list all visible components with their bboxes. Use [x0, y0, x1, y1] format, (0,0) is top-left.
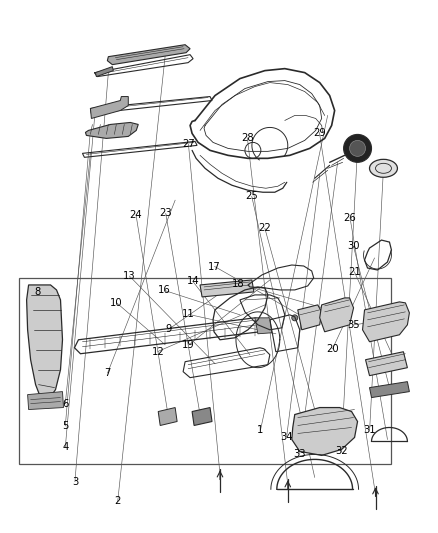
Polygon shape — [158, 408, 177, 425]
Text: 20: 20 — [326, 344, 339, 354]
Text: 14: 14 — [187, 277, 199, 286]
Text: 30: 30 — [347, 241, 360, 252]
Text: 26: 26 — [343, 213, 357, 223]
Text: 31: 31 — [363, 425, 376, 435]
Polygon shape — [95, 67, 113, 77]
Text: 9: 9 — [166, 324, 172, 334]
Text: 6: 6 — [62, 399, 68, 409]
Text: 32: 32 — [335, 447, 348, 456]
Polygon shape — [298, 305, 321, 330]
Text: 11: 11 — [182, 309, 195, 319]
Polygon shape — [85, 123, 138, 139]
Text: 29: 29 — [313, 127, 326, 138]
Text: 5: 5 — [62, 421, 68, 431]
Text: 19: 19 — [182, 340, 195, 350]
Text: 21: 21 — [348, 267, 361, 277]
Polygon shape — [366, 352, 407, 376]
Text: 22: 22 — [258, 223, 271, 233]
Text: 27: 27 — [182, 139, 195, 149]
Text: 12: 12 — [152, 346, 164, 357]
Text: 10: 10 — [110, 297, 123, 308]
Polygon shape — [320, 298, 353, 332]
Text: 33: 33 — [293, 449, 306, 458]
Polygon shape — [292, 408, 357, 455]
Ellipse shape — [370, 159, 397, 177]
Polygon shape — [90, 96, 128, 118]
Circle shape — [343, 134, 371, 163]
Text: 16: 16 — [158, 285, 171, 295]
Polygon shape — [192, 408, 212, 425]
Text: 2: 2 — [114, 496, 121, 506]
Text: 13: 13 — [123, 271, 136, 281]
Circle shape — [350, 140, 366, 156]
Polygon shape — [363, 302, 410, 342]
Text: 28: 28 — [241, 133, 254, 143]
Text: 8: 8 — [35, 287, 41, 297]
Circle shape — [292, 315, 298, 321]
Polygon shape — [370, 382, 410, 398]
Text: 25: 25 — [245, 191, 258, 201]
Text: 1: 1 — [257, 425, 264, 435]
Text: 4: 4 — [62, 442, 68, 452]
Polygon shape — [107, 45, 190, 64]
Polygon shape — [27, 285, 63, 400]
Text: 23: 23 — [159, 208, 172, 219]
Text: 35: 35 — [347, 320, 360, 330]
Text: 34: 34 — [280, 432, 293, 441]
Text: 17: 17 — [208, 262, 221, 271]
Polygon shape — [28, 392, 64, 409]
Polygon shape — [255, 318, 272, 334]
Text: 18: 18 — [232, 279, 245, 288]
Polygon shape — [200, 280, 254, 297]
Text: 7: 7 — [105, 368, 111, 378]
Text: 24: 24 — [130, 210, 142, 220]
Text: 3: 3 — [72, 477, 78, 487]
